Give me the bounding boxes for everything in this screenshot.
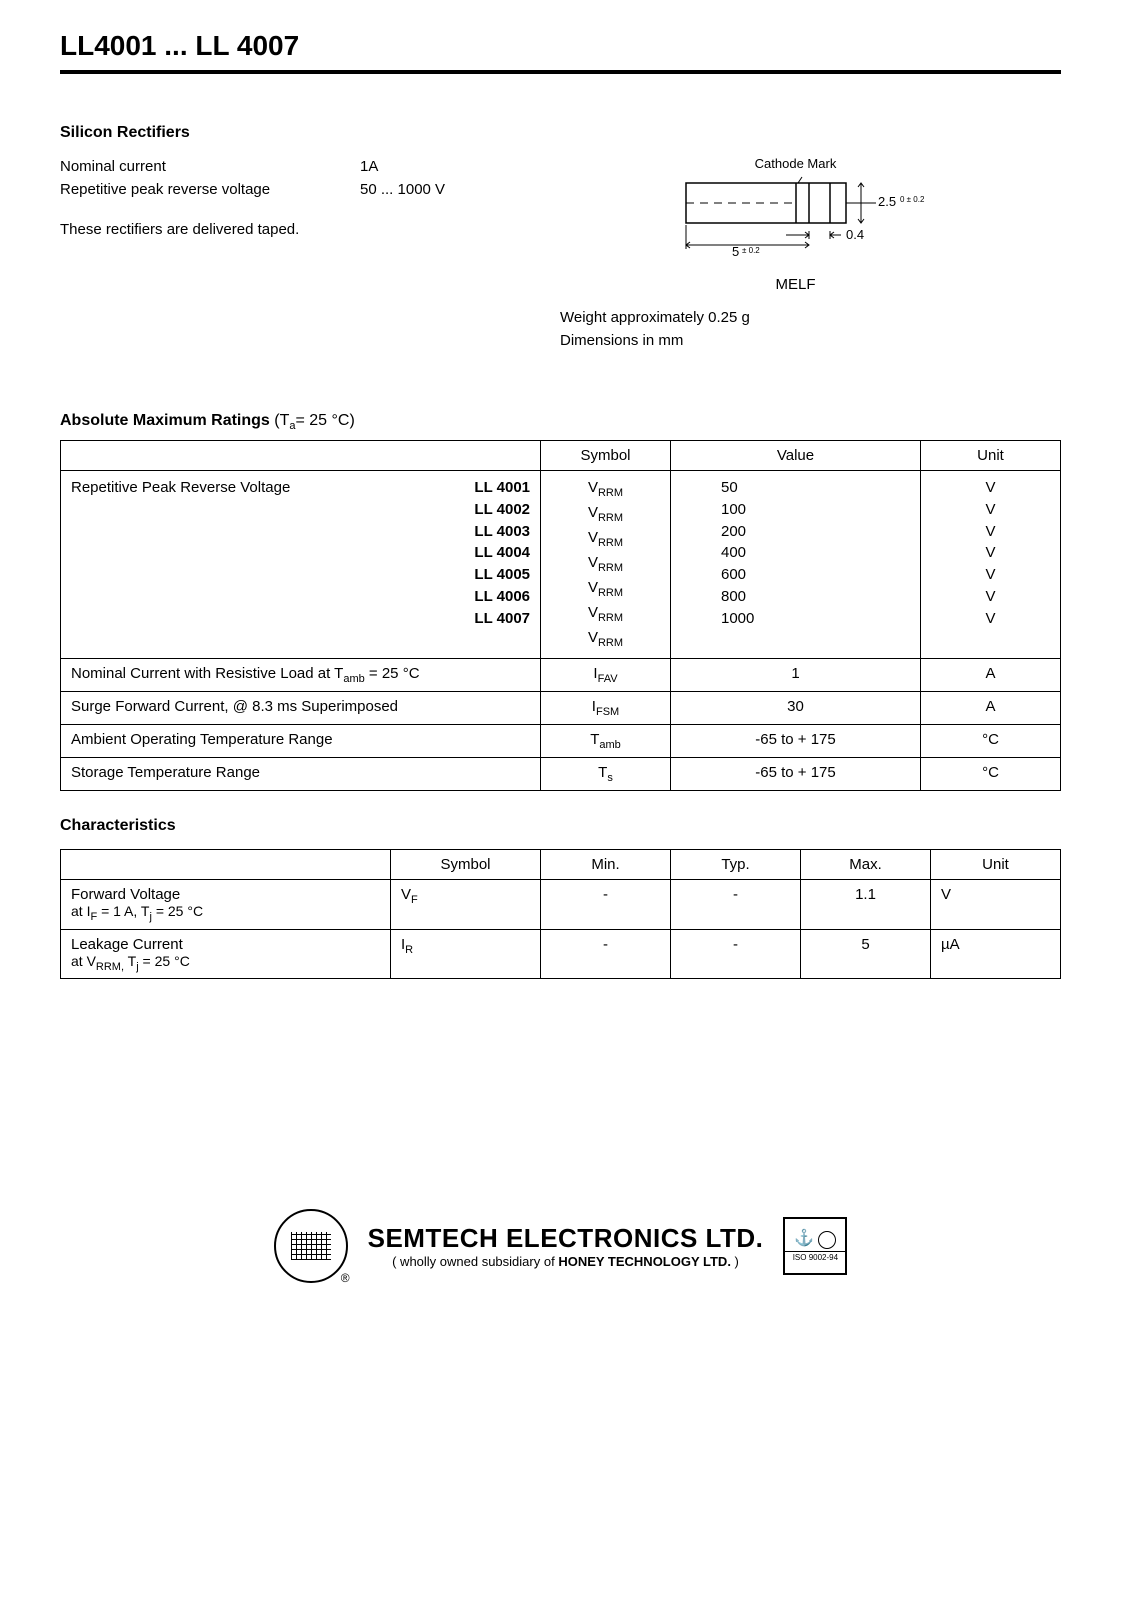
svg-text:0 ± 0.2: 0 ± 0.2 — [900, 195, 925, 204]
company-logo: ® — [274, 1209, 348, 1283]
company-name: SEMTECH ELECTRONICS LTD. — [368, 1223, 764, 1254]
table-row: Leakage Currentat VRRM, Tj = 25 °CIR--5µ… — [61, 929, 1061, 979]
col-max: Max. — [801, 849, 931, 879]
melf-label: MELF — [530, 276, 1061, 293]
section-heading-rectifiers: Silicon Rectifiers — [60, 124, 1061, 142]
svg-text:2.5: 2.5 — [878, 194, 896, 209]
table-row: LL 4003 — [71, 521, 530, 543]
table-row: Repetitive Peak Reverse VoltageLL 4001 — [71, 477, 530, 499]
svg-text:0.4: 0.4 — [846, 227, 864, 242]
table-row: LL 4004 — [71, 542, 530, 564]
seal-icon — [818, 1231, 836, 1249]
weight-text: Weight approximately 0.25 g — [560, 307, 1061, 330]
anchor-icon: ⚓ — [794, 1231, 814, 1249]
rprv-label: Repetitive peak reverse voltage — [60, 179, 360, 202]
subsidiary-text: ( wholly owned subsidiary of HONEY TECHN… — [368, 1254, 764, 1269]
svg-text:± 0.2: ± 0.2 — [742, 246, 760, 255]
characteristics-table: Symbol Min. Typ. Max. Unit Forward Volta… — [60, 849, 1061, 980]
table-row: LL 4005 — [71, 564, 530, 586]
table-row: LL 4002 — [71, 499, 530, 521]
dimensions-text: Dimensions in mm — [560, 330, 1061, 353]
col-symbol: Symbol — [391, 849, 541, 879]
col-typ: Typ. — [671, 849, 801, 879]
table-row: Repetitive Peak Reverse VoltageLL 4001LL… — [61, 471, 1061, 659]
col-symbol: Symbol — [541, 441, 671, 471]
col-min: Min. — [541, 849, 671, 879]
table-row: LL 4006 — [71, 586, 530, 608]
title-rule — [60, 70, 1061, 74]
nominal-current-label: Nominal current — [60, 156, 360, 179]
table-row: LL 4007 — [71, 608, 530, 630]
taped-note: These rectifiers are delivered taped. — [60, 219, 360, 242]
page-title: LL4001 ... LL 4007 — [60, 30, 1061, 62]
table-row: Ambient Operating Temperature RangeTamb-… — [61, 724, 1061, 757]
registered-icon: ® — [341, 1271, 350, 1285]
rprv-value: 50 ... 1000 V — [360, 179, 530, 202]
cathode-mark-label: Cathode Mark — [530, 156, 1061, 171]
table-row: Nominal Current with Resistive Load at T… — [61, 658, 1061, 691]
col-unit: Unit — [931, 849, 1061, 879]
table-row: Forward Voltageat IF = 1 A, Tj = 25 °CVF… — [61, 879, 1061, 929]
svg-text:5: 5 — [732, 244, 739, 258]
col-value: Value — [671, 441, 921, 471]
table-row: Surge Forward Current, @ 8.3 ms Superimp… — [61, 691, 1061, 724]
package-diagram: 2.5 0 ± 0.2 0.4 5 ± 0.2 — [666, 173, 926, 258]
certification-badge: ⚓ ISO 9002-94 — [783, 1217, 847, 1275]
characteristics-heading: Characteristics — [60, 817, 1061, 835]
table-row: Storage Temperature RangeTs-65 to + 175°… — [61, 757, 1061, 790]
col-unit: Unit — [921, 441, 1061, 471]
intro-block: Nominal current Repetitive peak reverse … — [60, 156, 1061, 352]
footer: ® SEMTECH ELECTRONICS LTD. ( wholly owne… — [60, 1209, 1061, 1283]
ratings-table: Symbol Value Unit Repetitive Peak Revers… — [60, 440, 1061, 791]
ratings-heading: Absolute Maximum Ratings (Ta= 25 °C) — [60, 412, 1061, 432]
nominal-current-value: 1A — [360, 156, 530, 179]
